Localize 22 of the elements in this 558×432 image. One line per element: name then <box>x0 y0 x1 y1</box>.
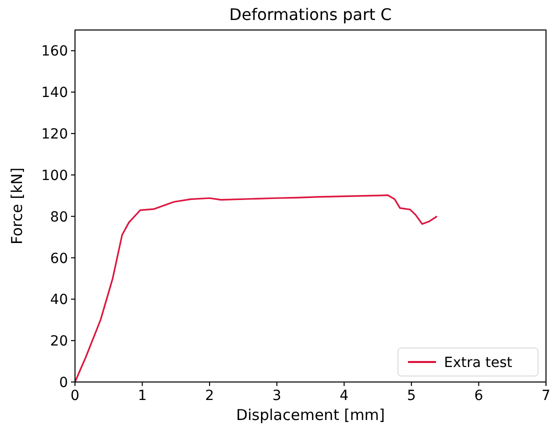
y-tick-label: 60 <box>50 250 68 267</box>
y-tick-label: 120 <box>41 126 68 143</box>
x-axis-title: Displacement [mm] <box>236 406 385 424</box>
y-tick-label: 140 <box>41 85 68 102</box>
x-tick-label: 6 <box>474 388 484 404</box>
y-tick-label: 80 <box>50 209 68 226</box>
y-tick-label: 0 <box>59 375 68 391</box>
line-series <box>74 194 438 383</box>
x-tick-label: 5 <box>406 388 416 404</box>
y-tick-label: 40 <box>50 292 68 308</box>
x-tick-label: 3 <box>272 388 282 404</box>
y-tick-label: 100 <box>41 168 68 184</box>
x-tick-label: 1 <box>138 388 147 404</box>
y-tick-label: 160 <box>41 44 68 60</box>
legend-label: Extra test <box>444 355 513 371</box>
x-tick-label: 0 <box>70 388 80 404</box>
y-tick-label: 20 <box>50 334 68 350</box>
x-tick-label: 2 <box>205 388 214 404</box>
y-axis-title: Force [kN] <box>8 168 26 244</box>
x-tick-label: 4 <box>340 388 349 404</box>
x-tick-label: 7 <box>542 388 550 404</box>
chart-title: Deformations part C <box>229 5 392 24</box>
